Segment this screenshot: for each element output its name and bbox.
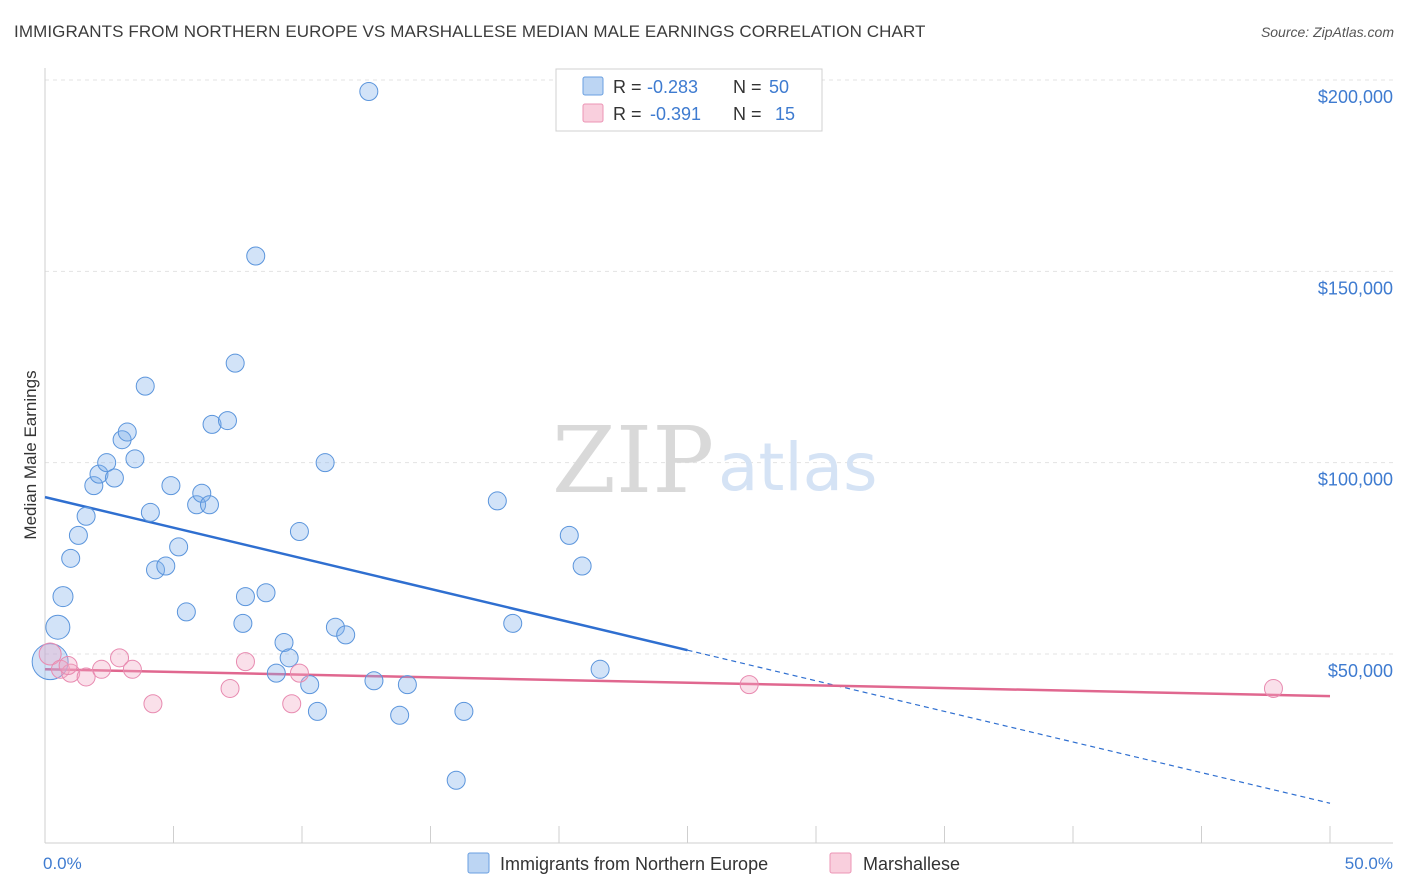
trend-lines bbox=[44, 495, 1331, 804]
point-s1-38 bbox=[336, 625, 356, 645]
point-s1-40 bbox=[364, 671, 384, 691]
y-tick-label-3: $50,000 bbox=[1328, 661, 1393, 681]
point-s2-6 bbox=[122, 659, 142, 679]
legend-label-marshallese: Marshallese bbox=[863, 854, 960, 874]
point-s1-46 bbox=[503, 613, 523, 633]
point-s1-24 bbox=[217, 411, 237, 431]
point-s1-42 bbox=[397, 675, 417, 695]
legend-swatch-series-1 bbox=[582, 76, 604, 96]
point-s1-43 bbox=[446, 770, 466, 790]
point-s2-5 bbox=[110, 648, 130, 668]
point-s1-30 bbox=[266, 663, 286, 683]
point-s1-17 bbox=[161, 476, 181, 496]
point-s1-39 bbox=[359, 81, 379, 101]
point-s2-8 bbox=[220, 678, 240, 698]
point-s1-5 bbox=[76, 506, 96, 526]
trend-extension-s1 bbox=[687, 649, 1331, 804]
trend-line-s1 bbox=[44, 495, 688, 652]
y-axis-label: Median Male Earnings bbox=[21, 370, 40, 539]
point-s2-14 bbox=[58, 655, 78, 675]
point-s1-47 bbox=[559, 525, 579, 545]
point-s1-26 bbox=[233, 613, 253, 633]
point-s1-31 bbox=[274, 633, 294, 653]
point-s1-1 bbox=[45, 614, 71, 640]
point-s2-12 bbox=[739, 675, 759, 695]
source-credit: Source: ZipAtlas.com bbox=[1260, 24, 1394, 40]
point-s1-18 bbox=[169, 537, 189, 557]
point-s1-29 bbox=[256, 583, 276, 603]
data-points bbox=[31, 81, 1283, 790]
point-s1-15 bbox=[146, 560, 166, 580]
legend-label-immigrants: Immigrants from Northern Europe bbox=[500, 854, 768, 874]
point-s2-7 bbox=[143, 694, 163, 714]
stats-legend: R = -0.283 N = 50 R = -0.391 N = 15 bbox=[555, 68, 823, 132]
point-s1-13 bbox=[135, 376, 155, 396]
x-tick-label-0: 0.0% bbox=[43, 854, 82, 873]
y-tick-label-1: $150,000 bbox=[1318, 278, 1393, 298]
point-s2-0 bbox=[38, 642, 62, 666]
point-s1-49 bbox=[590, 659, 610, 679]
legend-n-value-2: 15 bbox=[775, 104, 795, 124]
watermark-zip: ZIP bbox=[552, 407, 714, 514]
point-s1-12 bbox=[125, 449, 145, 469]
x-tick-label-1: 50.0% bbox=[1345, 854, 1393, 873]
point-s2-10 bbox=[282, 694, 302, 714]
point-s1-44 bbox=[454, 701, 474, 721]
point-s1-9 bbox=[104, 468, 124, 488]
point-s1-36 bbox=[315, 453, 335, 473]
point-s1-7 bbox=[89, 464, 109, 484]
point-s2-4 bbox=[92, 659, 112, 679]
series-legend: Immigrants from Northern Europe Marshall… bbox=[467, 852, 960, 874]
point-s1-37 bbox=[325, 617, 345, 637]
legend-r-value-2: -0.391 bbox=[650, 104, 701, 124]
point-s1-28 bbox=[246, 246, 266, 266]
point-s1-6 bbox=[84, 476, 104, 496]
legend-r-value-1: -0.283 bbox=[647, 77, 698, 97]
x-tick-labels: 0.0% 50.0% bbox=[43, 854, 1393, 873]
y-tick-label-2: $100,000 bbox=[1318, 470, 1393, 490]
point-s1-11 bbox=[117, 422, 137, 442]
point-s1-8 bbox=[97, 453, 117, 473]
point-s1-3 bbox=[61, 548, 81, 568]
legend-swatch-immigrants bbox=[467, 852, 490, 874]
point-s1-41 bbox=[390, 705, 410, 725]
point-s2-9 bbox=[235, 652, 255, 672]
point-s1-32 bbox=[279, 648, 299, 668]
y-tick-label-0: $200,000 bbox=[1318, 87, 1393, 107]
point-s2-3 bbox=[76, 667, 96, 687]
point-s1-14 bbox=[140, 502, 160, 522]
chart-title: IMMIGRANTS FROM NORTHERN EUROPE VS MARSH… bbox=[14, 22, 926, 41]
axes bbox=[44, 68, 1393, 844]
point-s1-23 bbox=[202, 414, 222, 434]
point-s1-0 bbox=[31, 643, 69, 681]
point-s1-4 bbox=[68, 525, 88, 545]
point-s2-11 bbox=[289, 663, 309, 683]
point-s1-25 bbox=[225, 353, 245, 373]
point-s1-21 bbox=[192, 483, 212, 503]
point-s1-22 bbox=[199, 495, 219, 515]
legend-swatch-marshallese bbox=[829, 852, 852, 874]
point-s1-16 bbox=[156, 556, 176, 576]
legend-r-label-1: R = bbox=[613, 77, 642, 97]
point-s1-2 bbox=[52, 586, 74, 608]
legend-r-label-2: R = bbox=[613, 104, 642, 124]
trend-line-s2 bbox=[44, 668, 1331, 698]
grid-lines bbox=[45, 79, 1393, 655]
watermark-atlas: atlas bbox=[718, 429, 878, 506]
point-s2-2 bbox=[61, 663, 81, 683]
point-s2-13 bbox=[1263, 678, 1283, 698]
legend-swatch-series-2 bbox=[582, 103, 604, 123]
point-s1-48 bbox=[572, 556, 592, 576]
point-s1-35 bbox=[307, 701, 327, 721]
legend-n-label-2: N = bbox=[733, 104, 762, 124]
point-s1-27 bbox=[235, 587, 255, 607]
legend-n-value-1: 50 bbox=[769, 77, 789, 97]
point-s1-33 bbox=[289, 522, 309, 542]
y-tick-labels: $200,000 $150,000 $100,000 $50,000 bbox=[1318, 87, 1393, 681]
legend-n-label-1: N = bbox=[733, 77, 762, 97]
point-s1-19 bbox=[176, 602, 196, 622]
point-s1-45 bbox=[487, 491, 507, 511]
